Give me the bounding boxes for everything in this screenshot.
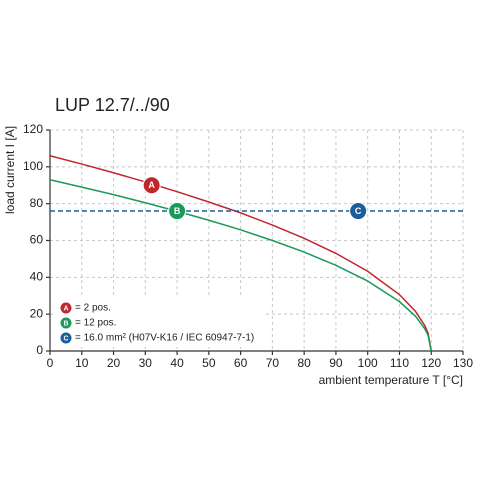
x-tick-label: 110 xyxy=(390,356,409,370)
series-marker xyxy=(168,202,187,221)
series-line xyxy=(49,155,432,352)
series-marker-letter: A xyxy=(148,180,155,190)
x-tick-label: 30 xyxy=(139,356,153,370)
x-tick-label: 80 xyxy=(297,356,311,370)
legend-box xyxy=(53,297,263,347)
legend-label: = 16.0 mm² (H07V-K16 / IEC 60947-7-1) xyxy=(75,333,254,344)
x-tick-label: 40 xyxy=(170,356,184,370)
x-tick-label: 120 xyxy=(421,356,441,370)
x-tick-label: 10 xyxy=(75,356,89,370)
x-tick-label: 50 xyxy=(202,356,216,370)
x-tick-label: 90 xyxy=(329,356,343,370)
legend-badge xyxy=(59,316,73,330)
series-marker xyxy=(349,202,368,221)
legend-badge-letter: A xyxy=(63,305,68,312)
x-tick-label: 100 xyxy=(358,356,378,370)
legend-label: = 12 pos. xyxy=(75,318,116,329)
x-axis-label: ambient temperature T [°C] xyxy=(319,373,463,387)
legend-label: = 2 pos. xyxy=(75,303,111,314)
legend-badge xyxy=(59,301,73,315)
legend-badge-letter: C xyxy=(63,335,68,342)
y-tick-label: 100 xyxy=(23,159,43,173)
y-tick-label: 60 xyxy=(30,233,44,247)
x-tick-label: 70 xyxy=(266,356,280,370)
y-tick-label: 120 xyxy=(23,122,43,136)
legend-badge-letter: B xyxy=(63,320,68,327)
y-tick-label: 20 xyxy=(30,306,44,320)
chart-title: LUP 12.7/../90 xyxy=(55,95,170,115)
series-marker xyxy=(142,176,161,195)
x-tick-label: 60 xyxy=(234,356,248,370)
legend-badge xyxy=(59,331,73,345)
series-line xyxy=(49,178,432,352)
series-marker-letter: C xyxy=(355,206,362,216)
y-tick-label: 80 xyxy=(30,196,44,210)
x-tick-label: 20 xyxy=(107,356,121,370)
series-marker-letter: B xyxy=(174,206,181,216)
x-tick-label: 0 xyxy=(47,356,54,370)
x-tick-label: 130 xyxy=(453,356,473,370)
y-tick-label: 40 xyxy=(30,270,44,284)
y-axis-label: load current I [A] xyxy=(3,126,17,214)
y-tick-label: 0 xyxy=(36,343,43,357)
